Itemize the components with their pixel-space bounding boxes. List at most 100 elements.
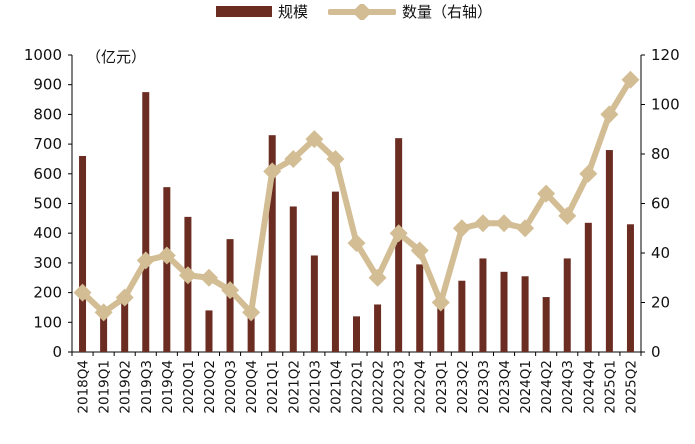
line-point xyxy=(136,251,155,270)
y-right-tick-label: 120 xyxy=(651,46,680,64)
line-point xyxy=(326,149,345,168)
bar xyxy=(142,92,150,352)
bar xyxy=(268,135,276,352)
legend: 规模 数量（右轴） xyxy=(216,1,492,22)
x-tick-label: 2020Q1 xyxy=(181,360,197,414)
x-tick-label: 2024Q3 xyxy=(560,360,576,414)
y-left-tick-label: 900 xyxy=(33,76,62,94)
x-tick-label: 2022Q4 xyxy=(413,360,429,414)
bar xyxy=(310,255,318,352)
legend-line-label: 数量（右轴） xyxy=(402,3,493,21)
line-point xyxy=(452,219,471,238)
bar xyxy=(163,187,171,352)
y-left-tick-label: 100 xyxy=(33,313,62,331)
legend-bar-label: 规模 xyxy=(278,3,309,21)
y-right-tick-label: 0 xyxy=(651,343,661,361)
x-tick-label: 2024Q2 xyxy=(539,360,555,414)
line-series xyxy=(73,70,640,322)
x-tick-label: 2021Q1 xyxy=(265,360,281,414)
x-tick-label: 2022Q3 xyxy=(392,360,408,414)
legend-bar-swatch xyxy=(216,6,272,17)
bar xyxy=(184,216,192,352)
x-tick-label: 2019Q4 xyxy=(160,360,176,414)
line-point xyxy=(94,303,113,322)
line-point xyxy=(473,214,492,233)
x-tick-label: 2018Q4 xyxy=(76,360,92,414)
x-tick-label: 2024Q4 xyxy=(581,360,597,414)
line-point xyxy=(199,268,218,287)
line-point xyxy=(431,293,450,312)
line-point xyxy=(537,184,556,203)
y-left-tick-label: 700 xyxy=(33,135,62,153)
bar xyxy=(584,222,592,352)
y-left-tick-label: 400 xyxy=(33,224,62,242)
line-point xyxy=(221,281,240,300)
x-tick-label: 2021Q4 xyxy=(328,360,344,414)
x-tick-label: 2025Q1 xyxy=(602,360,618,414)
bar xyxy=(542,297,550,352)
bar xyxy=(500,271,508,352)
x-tick-label: 2025Q2 xyxy=(623,360,639,414)
line-point xyxy=(389,224,408,243)
x-tick-label: 2019Q3 xyxy=(139,360,155,414)
y-right-tick-label: 80 xyxy=(651,145,670,163)
y-right-tick-label: 60 xyxy=(651,195,670,213)
bar xyxy=(563,258,571,352)
x-tick-label: 2023Q3 xyxy=(476,360,492,414)
line-point xyxy=(242,303,261,322)
line-point xyxy=(115,288,134,307)
x-tick-label: 2023Q1 xyxy=(434,360,450,414)
bar xyxy=(458,280,466,352)
bar xyxy=(521,276,529,352)
line-point xyxy=(178,266,197,285)
line-point xyxy=(368,268,387,287)
axes: 0 100 200 300 400 500 600 700 800 900 1000 0 20 40 60 8… xyxy=(24,46,680,361)
y-right-tick-label: 20 xyxy=(651,294,670,312)
y-left-tick-label: 0 xyxy=(52,343,62,361)
x-tick-label: 2020Q2 xyxy=(202,360,218,414)
x-tick-label: 2024Q1 xyxy=(518,360,534,414)
bar-series xyxy=(79,92,634,352)
y-right-tick-label: 40 xyxy=(651,244,670,262)
bar xyxy=(331,191,339,352)
bar xyxy=(395,138,403,352)
line-point xyxy=(579,164,598,183)
line-point xyxy=(73,283,92,302)
y-left-tick-label: 1000 xyxy=(24,46,62,64)
bar xyxy=(79,155,87,352)
x-axis-labels: 2018Q4 2019Q1 2019Q2 2019Q3 2019Q4 2020Q1 2020… xyxy=(76,360,640,414)
line-point xyxy=(284,149,303,168)
bar xyxy=(479,258,487,352)
x-tick-label: 2020Q4 xyxy=(244,360,260,414)
bar xyxy=(289,206,297,352)
x-tick-label: 2021Q2 xyxy=(286,360,302,414)
x-tick-label: 2019Q1 xyxy=(97,360,113,414)
y-left-tick-label: 300 xyxy=(33,254,62,272)
line-point xyxy=(263,162,282,181)
bar xyxy=(100,314,108,352)
bar xyxy=(121,297,129,352)
line-point xyxy=(410,241,429,260)
x-tick-label: 2022Q2 xyxy=(371,360,387,414)
line-point xyxy=(495,214,514,233)
bar xyxy=(353,316,360,352)
line-point xyxy=(157,246,176,265)
y-left-tick-label: 500 xyxy=(33,195,62,213)
bar xyxy=(205,310,213,352)
y-right-tick-label: 100 xyxy=(651,96,680,114)
x-tick-label: 2019Q2 xyxy=(118,360,134,414)
x-tick-label: 2022Q1 xyxy=(350,360,366,414)
x-tick-label: 2020Q3 xyxy=(223,360,239,414)
line-point xyxy=(621,70,640,89)
line-point xyxy=(558,206,577,225)
left-axis-unit: （亿元） xyxy=(86,48,147,66)
line-point xyxy=(347,234,366,253)
bar xyxy=(247,316,255,352)
line-point xyxy=(600,105,619,124)
bar xyxy=(626,224,634,352)
bar xyxy=(374,304,382,352)
y-left-tick-label: 800 xyxy=(33,105,62,123)
line-point xyxy=(305,130,324,149)
y-left-tick-label: 600 xyxy=(33,165,62,183)
